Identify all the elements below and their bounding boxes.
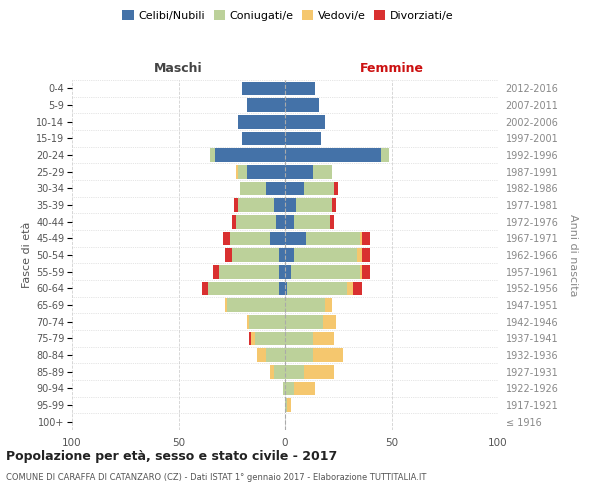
- Bar: [285, 82, 315, 95]
- Bar: [313, 332, 334, 345]
- Bar: [278, 265, 285, 278]
- Bar: [249, 315, 285, 328]
- Bar: [285, 98, 319, 112]
- Bar: [247, 165, 285, 178]
- Bar: [234, 198, 238, 212]
- Bar: [285, 198, 296, 212]
- Bar: [238, 198, 274, 212]
- Bar: [266, 182, 285, 195]
- Bar: [296, 198, 332, 212]
- Bar: [285, 265, 292, 278]
- Bar: [285, 248, 293, 262]
- Bar: [227, 298, 285, 312]
- Bar: [285, 115, 325, 128]
- Bar: [278, 248, 285, 262]
- Bar: [238, 165, 247, 178]
- Bar: [307, 232, 359, 245]
- Bar: [359, 265, 362, 278]
- Bar: [304, 182, 334, 195]
- Legend: Celibi/Nubili, Coniugati/e, Vedovi/e, Divorziati/e: Celibi/Nubili, Coniugati/e, Vedovi/e, Di…: [120, 8, 456, 23]
- Bar: [285, 365, 304, 378]
- Bar: [212, 265, 219, 278]
- Bar: [292, 265, 359, 278]
- Text: Femmine: Femmine: [359, 62, 424, 75]
- Bar: [285, 298, 325, 312]
- Bar: [293, 215, 330, 228]
- Bar: [313, 165, 332, 178]
- Bar: [353, 282, 362, 295]
- Bar: [278, 282, 285, 295]
- Bar: [247, 315, 249, 328]
- Bar: [211, 148, 215, 162]
- Bar: [277, 215, 285, 228]
- Bar: [208, 282, 278, 295]
- Bar: [274, 198, 285, 212]
- Bar: [285, 182, 304, 195]
- Bar: [226, 248, 232, 262]
- Bar: [358, 248, 362, 262]
- Bar: [274, 365, 285, 378]
- Y-axis label: Fasce di età: Fasce di età: [22, 222, 32, 288]
- Text: Popolazione per età, sesso e stato civile - 2017: Popolazione per età, sesso e stato civil…: [6, 450, 337, 463]
- Bar: [325, 298, 332, 312]
- Bar: [334, 182, 338, 195]
- Bar: [293, 382, 315, 395]
- Bar: [332, 198, 336, 212]
- Bar: [285, 215, 293, 228]
- Bar: [219, 265, 278, 278]
- Bar: [285, 232, 307, 245]
- Bar: [285, 348, 313, 362]
- Bar: [257, 348, 266, 362]
- Bar: [287, 282, 347, 295]
- Bar: [285, 148, 381, 162]
- Bar: [330, 215, 334, 228]
- Bar: [238, 115, 285, 128]
- Bar: [232, 215, 236, 228]
- Bar: [226, 298, 227, 312]
- Bar: [287, 398, 292, 412]
- Bar: [362, 265, 370, 278]
- Bar: [255, 332, 285, 345]
- Bar: [293, 248, 358, 262]
- Bar: [285, 398, 287, 412]
- Bar: [285, 382, 293, 395]
- Bar: [242, 82, 285, 95]
- Bar: [362, 232, 370, 245]
- Bar: [381, 148, 389, 162]
- Bar: [215, 148, 285, 162]
- Bar: [285, 315, 323, 328]
- Bar: [270, 232, 285, 245]
- Bar: [223, 232, 230, 245]
- Bar: [249, 332, 251, 345]
- Bar: [283, 382, 285, 395]
- Bar: [270, 365, 274, 378]
- Bar: [230, 232, 270, 245]
- Bar: [240, 182, 266, 195]
- Bar: [236, 215, 277, 228]
- Bar: [285, 165, 313, 178]
- Bar: [285, 132, 321, 145]
- Bar: [242, 132, 285, 145]
- Text: COMUNE DI CARAFFA DI CATANZARO (CZ) - Dati ISTAT 1° gennaio 2017 - Elaborazione : COMUNE DI CARAFFA DI CATANZARO (CZ) - Da…: [6, 472, 427, 482]
- Y-axis label: Anni di nascita: Anni di nascita: [568, 214, 578, 296]
- Bar: [247, 98, 285, 112]
- Bar: [347, 282, 353, 295]
- Bar: [266, 348, 285, 362]
- Bar: [285, 332, 313, 345]
- Bar: [304, 365, 334, 378]
- Bar: [313, 348, 343, 362]
- Bar: [202, 282, 208, 295]
- Bar: [323, 315, 336, 328]
- Text: Maschi: Maschi: [154, 62, 203, 75]
- Bar: [236, 165, 238, 178]
- Bar: [232, 248, 278, 262]
- Bar: [285, 282, 287, 295]
- Bar: [359, 232, 362, 245]
- Bar: [251, 332, 255, 345]
- Bar: [362, 248, 370, 262]
